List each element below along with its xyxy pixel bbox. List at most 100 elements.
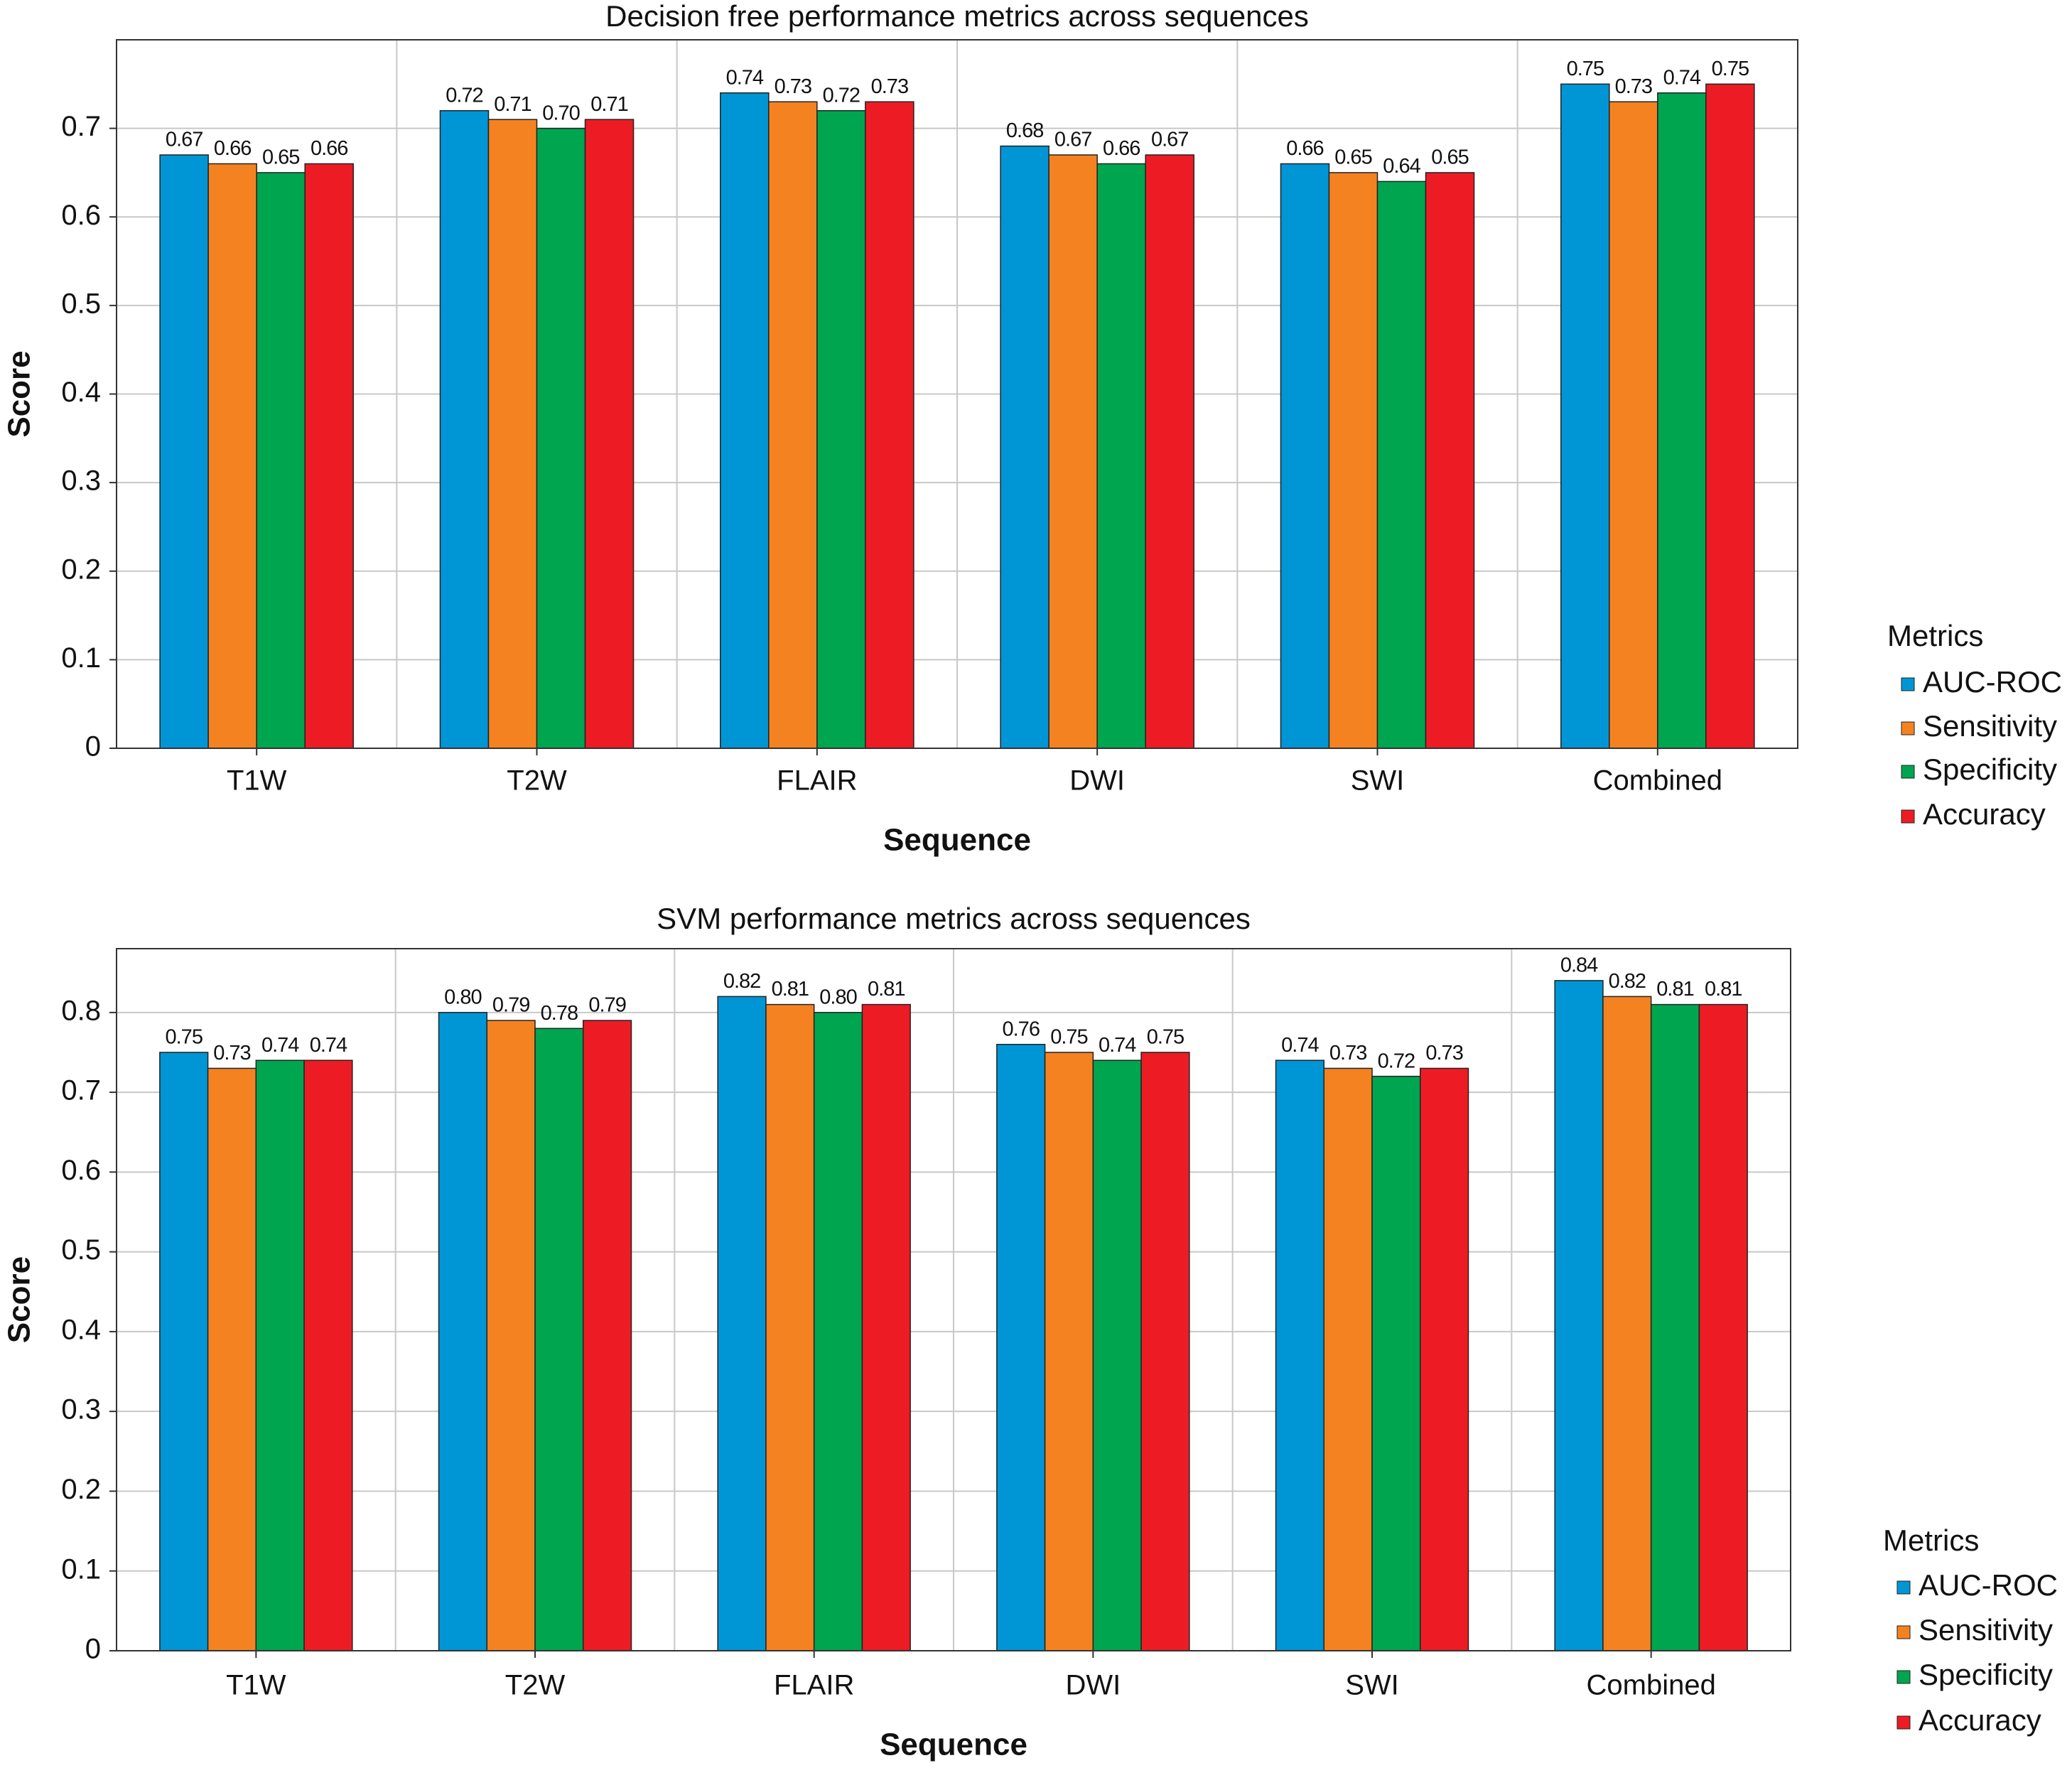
- value-label: 0.82: [1609, 970, 1646, 993]
- y-tick-label: 0.5: [61, 288, 101, 319]
- value-label: 0.82: [723, 970, 760, 993]
- value-label: 0.80: [819, 986, 856, 1008]
- x-tick-label: SWI: [1345, 1670, 1399, 1701]
- value-label: 0.74: [310, 1034, 347, 1057]
- bar: [861, 1003, 911, 1651]
- bar: [1044, 1052, 1094, 1651]
- legend-label: AUC-ROC: [1919, 1568, 2058, 1602]
- bar: [1657, 92, 1707, 749]
- bar: [1145, 154, 1194, 749]
- bar: [303, 1060, 353, 1651]
- legend-swatch: [1901, 677, 1915, 691]
- y-tick-label: 0.1: [61, 1553, 101, 1585]
- value-label: 0.73: [1425, 1042, 1462, 1064]
- value-label: 0.72: [446, 84, 482, 107]
- bar: [1323, 1067, 1373, 1651]
- y-axis-label: Score: [2, 1256, 37, 1343]
- bar: [207, 163, 257, 749]
- y-tick-label: 0: [85, 731, 101, 762]
- value-label: 0.75: [1050, 1026, 1087, 1049]
- x-tick-label: Combined: [1593, 765, 1722, 797]
- value-label: 0.73: [1615, 75, 1652, 98]
- legend-label: Accuracy: [1923, 797, 2046, 831]
- bar: [816, 109, 866, 749]
- bar: [1554, 980, 1604, 1651]
- y-tick-label: 0.5: [61, 1234, 101, 1266]
- value-label: 0.79: [492, 994, 529, 1017]
- value-label: 0.75: [1712, 58, 1749, 80]
- bar: [1698, 1003, 1748, 1651]
- legend-label: Sensitivity: [1923, 709, 2057, 743]
- value-label: 0.73: [213, 1042, 250, 1064]
- value-label: 0.65: [1334, 146, 1371, 169]
- value-label: 0.65: [1431, 146, 1468, 169]
- value-label: 0.76: [1003, 1018, 1040, 1040]
- bar: [765, 1003, 815, 1651]
- bar: [1000, 145, 1050, 749]
- value-label: 0.65: [262, 146, 299, 169]
- bar: [717, 996, 767, 1651]
- value-label: 0.80: [444, 986, 481, 1008]
- bar: [582, 1020, 632, 1651]
- value-label: 0.79: [588, 994, 625, 1017]
- value-label: 0.84: [1560, 954, 1598, 977]
- y-tick-label: 0.8: [61, 995, 101, 1026]
- plot-frame: [116, 948, 1791, 1651]
- value-label: 0.64: [1383, 155, 1420, 178]
- bar: [1425, 172, 1475, 749]
- bar: [1650, 1003, 1700, 1651]
- value-label: 0.73: [1329, 1042, 1366, 1064]
- legend-title: Metrics: [1887, 619, 1983, 652]
- legend-swatch: [1901, 809, 1915, 824]
- x-tick-label: T2W: [505, 1670, 566, 1701]
- bar: [438, 1012, 488, 1651]
- bar: [1140, 1052, 1190, 1651]
- bar: [1096, 163, 1146, 749]
- bar: [256, 172, 306, 749]
- y-tick-label: 0.4: [61, 377, 101, 408]
- y-tick-label: 0: [85, 1634, 101, 1665]
- legend-label: Sensitivity: [1919, 1613, 2053, 1646]
- bar: [159, 1052, 209, 1651]
- value-label: 0.67: [166, 129, 203, 151]
- x-axis-label: Sequence: [883, 823, 1031, 858]
- value-label: 0.74: [1663, 66, 1701, 89]
- bar: [1048, 154, 1098, 749]
- value-label: 0.75: [166, 1026, 203, 1049]
- legend-label: Specificity: [1923, 753, 2057, 786]
- value-label: 0.75: [1567, 58, 1604, 80]
- x-tick-label: T1W: [226, 1670, 286, 1701]
- y-tick-label: 0.2: [61, 554, 101, 585]
- bar: [536, 127, 586, 749]
- x-axis-label: Sequence: [880, 1727, 1027, 1762]
- bar: [1602, 996, 1652, 1651]
- value-label: 0.67: [1054, 129, 1091, 151]
- bar: [487, 119, 538, 749]
- value-label: 0.66: [214, 137, 251, 160]
- legend-label: AUC-ROC: [1923, 665, 2062, 699]
- bar: [304, 163, 354, 749]
- value-label: 0.71: [590, 93, 627, 116]
- y-tick-label: 0.2: [61, 1474, 101, 1505]
- chart-title: SVM performance metrics across sequences: [657, 902, 1251, 935]
- bar: [1376, 180, 1427, 749]
- value-label: 0.81: [1705, 978, 1742, 1001]
- bar: [1280, 163, 1330, 749]
- value-label: 0.74: [726, 66, 764, 89]
- legend-swatch: [1896, 1580, 1911, 1595]
- value-label: 0.75: [1147, 1026, 1184, 1049]
- legend-title: Metrics: [1883, 1524, 1979, 1557]
- value-label: 0.68: [1006, 119, 1043, 142]
- plot-frame: [116, 39, 1798, 749]
- bar: [996, 1043, 1046, 1651]
- bar: [534, 1028, 584, 1651]
- y-axis-label: Score: [2, 350, 37, 437]
- bar: [1609, 101, 1658, 749]
- legend-swatch: [1901, 721, 1915, 735]
- bar: [1560, 83, 1610, 749]
- value-label: 0.81: [868, 978, 905, 1001]
- value-label: 0.78: [541, 1002, 578, 1025]
- bar: [159, 154, 209, 749]
- bar: [813, 1012, 863, 1651]
- x-tick-label: T2W: [507, 765, 567, 797]
